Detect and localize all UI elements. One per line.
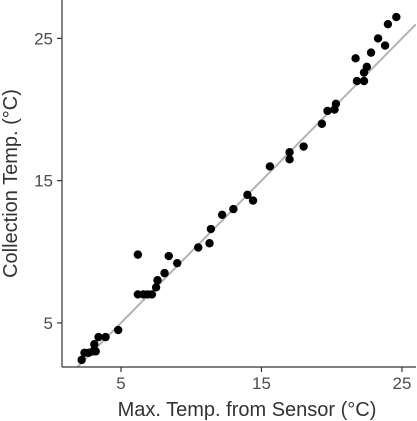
y-tick-label: 5 <box>44 314 53 333</box>
data-point <box>147 290 157 299</box>
y-tick-label: 25 <box>34 29 53 48</box>
data-points <box>77 12 401 365</box>
data-point <box>153 276 162 285</box>
x-tick-label: 15 <box>252 374 271 393</box>
data-point <box>151 283 161 292</box>
data-point <box>373 34 383 43</box>
data-point <box>94 332 103 342</box>
data-point <box>160 268 169 278</box>
data-point <box>323 106 332 116</box>
data-point <box>331 99 341 109</box>
data-point <box>248 196 258 205</box>
data-point <box>352 76 362 86</box>
data-point <box>206 224 216 234</box>
data-point <box>299 142 308 151</box>
data-point <box>164 251 173 261</box>
data-point <box>285 155 294 164</box>
data-point <box>243 190 252 200</box>
data-point <box>351 54 360 63</box>
data-point <box>113 325 123 335</box>
x-tick-label: 25 <box>392 374 411 393</box>
data-point <box>77 355 86 365</box>
data-point <box>217 210 227 219</box>
x-tick-label: 5 <box>116 374 125 393</box>
data-point <box>392 12 401 22</box>
data-point <box>285 148 294 157</box>
data-point <box>383 19 393 29</box>
data-point <box>133 250 143 259</box>
data-point <box>90 340 99 349</box>
data-point <box>101 332 110 342</box>
y-axis-title: Collection Temp. (°C) <box>0 89 22 278</box>
data-point <box>366 48 376 57</box>
x-axis-title: Max. Temp. from Sensor (°C) <box>118 399 377 421</box>
data-point <box>362 62 372 72</box>
data-point <box>380 41 390 50</box>
data-point <box>359 76 369 86</box>
y-tick-label: 15 <box>34 172 53 191</box>
data-point <box>317 119 327 128</box>
tick-marks: 5 15 25 5 15 25 <box>34 29 411 393</box>
data-point <box>229 204 238 214</box>
axes <box>61 0 416 368</box>
data-point <box>172 258 182 268</box>
data-point <box>205 239 214 248</box>
data-point <box>194 243 203 252</box>
data-point <box>265 162 275 171</box>
data-point <box>91 347 100 356</box>
